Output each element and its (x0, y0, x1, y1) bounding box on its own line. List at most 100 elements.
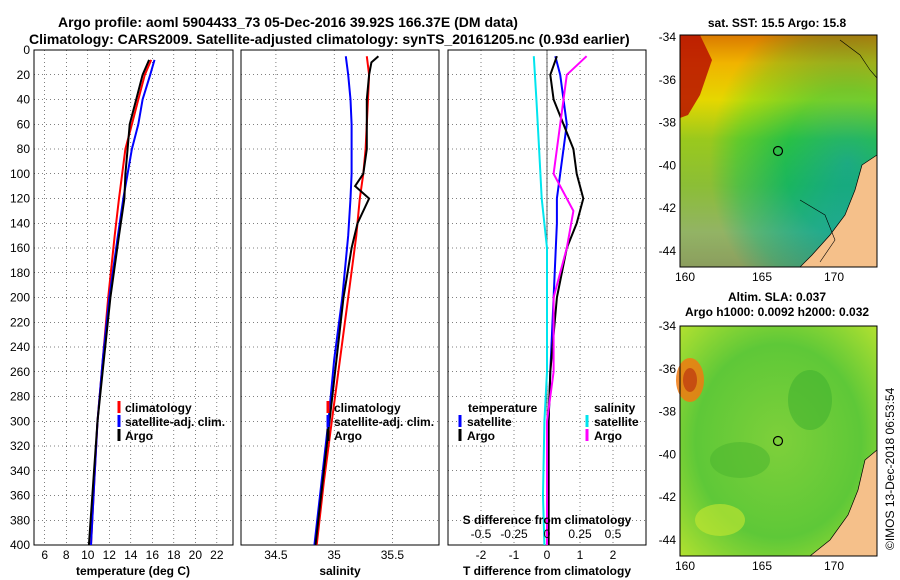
sst-map (679, 34, 878, 268)
map-lon-tick: 165 (752, 559, 772, 573)
sla-low-patch (710, 442, 770, 478)
s-tick-label: -0.25 (500, 527, 528, 541)
depth-tick-label: 120 (10, 192, 30, 206)
depth-tick-labels: 0 20 40 60 80 100 120 140 160 180 200 220 240 260 280 3… (10, 43, 30, 552)
temperature-axis-label: temperature (deg C) (76, 564, 190, 578)
map-lat-tick: -36 (659, 362, 677, 376)
x-tick-label: 18 (167, 548, 181, 562)
legend-salinity-header: salinity (594, 401, 636, 415)
map-lon-tick: 170 (824, 559, 844, 573)
series-line-argo (87, 59, 151, 546)
temperature-legend: climatology satellite-adj. clim. Argo (117, 401, 225, 443)
x-tick-label: 6 (41, 548, 48, 562)
imos-credit: ©IMOS 13-Dec-2018 06:53:54 (883, 387, 897, 550)
x-tick-label: 16 (146, 548, 160, 562)
depth-tick-label: 0 (23, 43, 30, 57)
map-lon-tick: 170 (824, 270, 844, 284)
x-tick-label: 2 (610, 548, 617, 562)
sst-contour-2 (799, 199, 836, 263)
x-tick-label: -2 (476, 548, 487, 562)
x-tick-labels: 6 8 10 12 14 16 18 20 22 34.5 35 35.5 -2 -1 0 1 2-0.5 -0.… (41, 527, 621, 562)
map-lat-tick: -44 (659, 533, 677, 547)
map-lat-tick: -42 (659, 490, 677, 504)
legend-climatology: climatology (125, 401, 192, 415)
series-line-climatology (315, 56, 371, 546)
sla-mid-patch (695, 504, 745, 536)
sst-contour (839, 39, 878, 79)
map-lon-tick: 160 (675, 270, 695, 284)
legend-t-argo: Argo (467, 429, 495, 443)
depth-tick-label: 240 (10, 340, 30, 354)
legend-argo: Argo (125, 429, 153, 443)
x-tick-label: 22 (210, 548, 224, 562)
x-tick-label: 35.5 (381, 548, 405, 562)
x-tick-label: 35 (327, 548, 341, 562)
argo-location-marker (772, 145, 784, 157)
temperature-panel-frame (33, 49, 234, 546)
map-lon-tick: 165 (752, 270, 772, 284)
figure-title-line1: Argo profile: aoml 5904433_73 05-Dec-201… (58, 14, 518, 30)
sla-map-title-line2: Argo h1000: 0.0092 h2000: 0.032 (685, 305, 869, 319)
series-line-argo (314, 55, 380, 546)
figure-title-line2: Climatology: CARS2009. Satellite-adjuste… (29, 31, 630, 47)
salinity-legend: climatology satellite-adj. clim. Argo (326, 401, 434, 443)
series-line-satellite-adj-clim- (313, 56, 353, 546)
series-line-s-argo (546, 55, 588, 545)
depth-tick-label: 360 (10, 489, 30, 503)
depth-gridlines (34, 49, 646, 546)
profile-series (87, 55, 588, 546)
depth-tick-label: 160 (10, 241, 30, 255)
argo-location-marker (772, 435, 784, 447)
depth-tick-label: 180 (10, 266, 30, 280)
depth-tick-label: 300 (10, 414, 30, 428)
map-lat-tick: -40 (659, 447, 677, 461)
x-tick-label: 14 (124, 548, 138, 562)
x-tick-label: 12 (103, 548, 117, 562)
map-lon-tick: 160 (675, 559, 695, 573)
sst-warm-patch (680, 35, 712, 118)
sla-map-title-line1: Altim. SLA: 0.037 (728, 290, 826, 304)
x-tick-label: 10 (81, 548, 95, 562)
sst-map-title: sat. SST: 15.5 Argo: 15.8 (708, 16, 847, 30)
x-tick-label: -1 (509, 548, 520, 562)
depth-tick-label: 200 (10, 291, 30, 305)
map-lat-tick: -34 (659, 30, 677, 44)
legend-satellite-adj: satellite-adj. clim. (125, 415, 225, 429)
salinity-axis-label: salinity (319, 564, 361, 578)
series-line-s-satellite (532, 56, 548, 546)
sla-map (676, 325, 878, 557)
legend-argo: Argo (334, 429, 362, 443)
depth-tick-label: 340 (10, 464, 30, 478)
sla-high-core (683, 368, 697, 392)
map-lat-tick: -34 (659, 319, 677, 333)
x-tick-label: 20 (189, 548, 203, 562)
t-difference-axis-label: T difference from climatology (463, 564, 631, 578)
legend-satellite-adj: satellite-adj. clim. (334, 415, 434, 429)
difference-legend: temperature satellite Argo salinity sate… (458, 401, 639, 443)
depth-tick-label: 40 (17, 93, 31, 107)
sst-map-ticks: -34 -36 -38 -40 -42 -44 160 165 170 (659, 30, 845, 284)
legend-climatology: climatology (334, 401, 401, 415)
s-difference-axis-label: S difference from climatology (463, 513, 632, 527)
x-tick-label: 8 (63, 548, 70, 562)
depth-tick-label: 140 (10, 216, 30, 230)
series-line-t-satellite (547, 55, 568, 545)
map-lat-tick: -44 (659, 244, 677, 258)
series-line-satellite-adj-clim- (90, 59, 156, 546)
s-tick-label: 0 (544, 527, 551, 541)
sla-low-patch-2 (788, 370, 832, 430)
map-lat-tick: -40 (659, 158, 677, 172)
x-tick-label: 0 (544, 548, 551, 562)
map-lat-tick: -38 (659, 116, 677, 130)
map-lat-tick: -36 (659, 73, 677, 87)
sst-map-frame (679, 34, 878, 268)
depth-tick-label: 220 (10, 315, 30, 329)
x-tick-label: 1 (577, 548, 584, 562)
legend-t-satellite: satellite (467, 415, 512, 429)
legend-s-argo: Argo (594, 429, 622, 443)
depth-tick-label: 100 (10, 167, 30, 181)
depth-tick-label: 380 (10, 513, 30, 527)
s-tick-label: -0.5 (471, 527, 492, 541)
depth-tick-label: 80 (17, 142, 31, 156)
